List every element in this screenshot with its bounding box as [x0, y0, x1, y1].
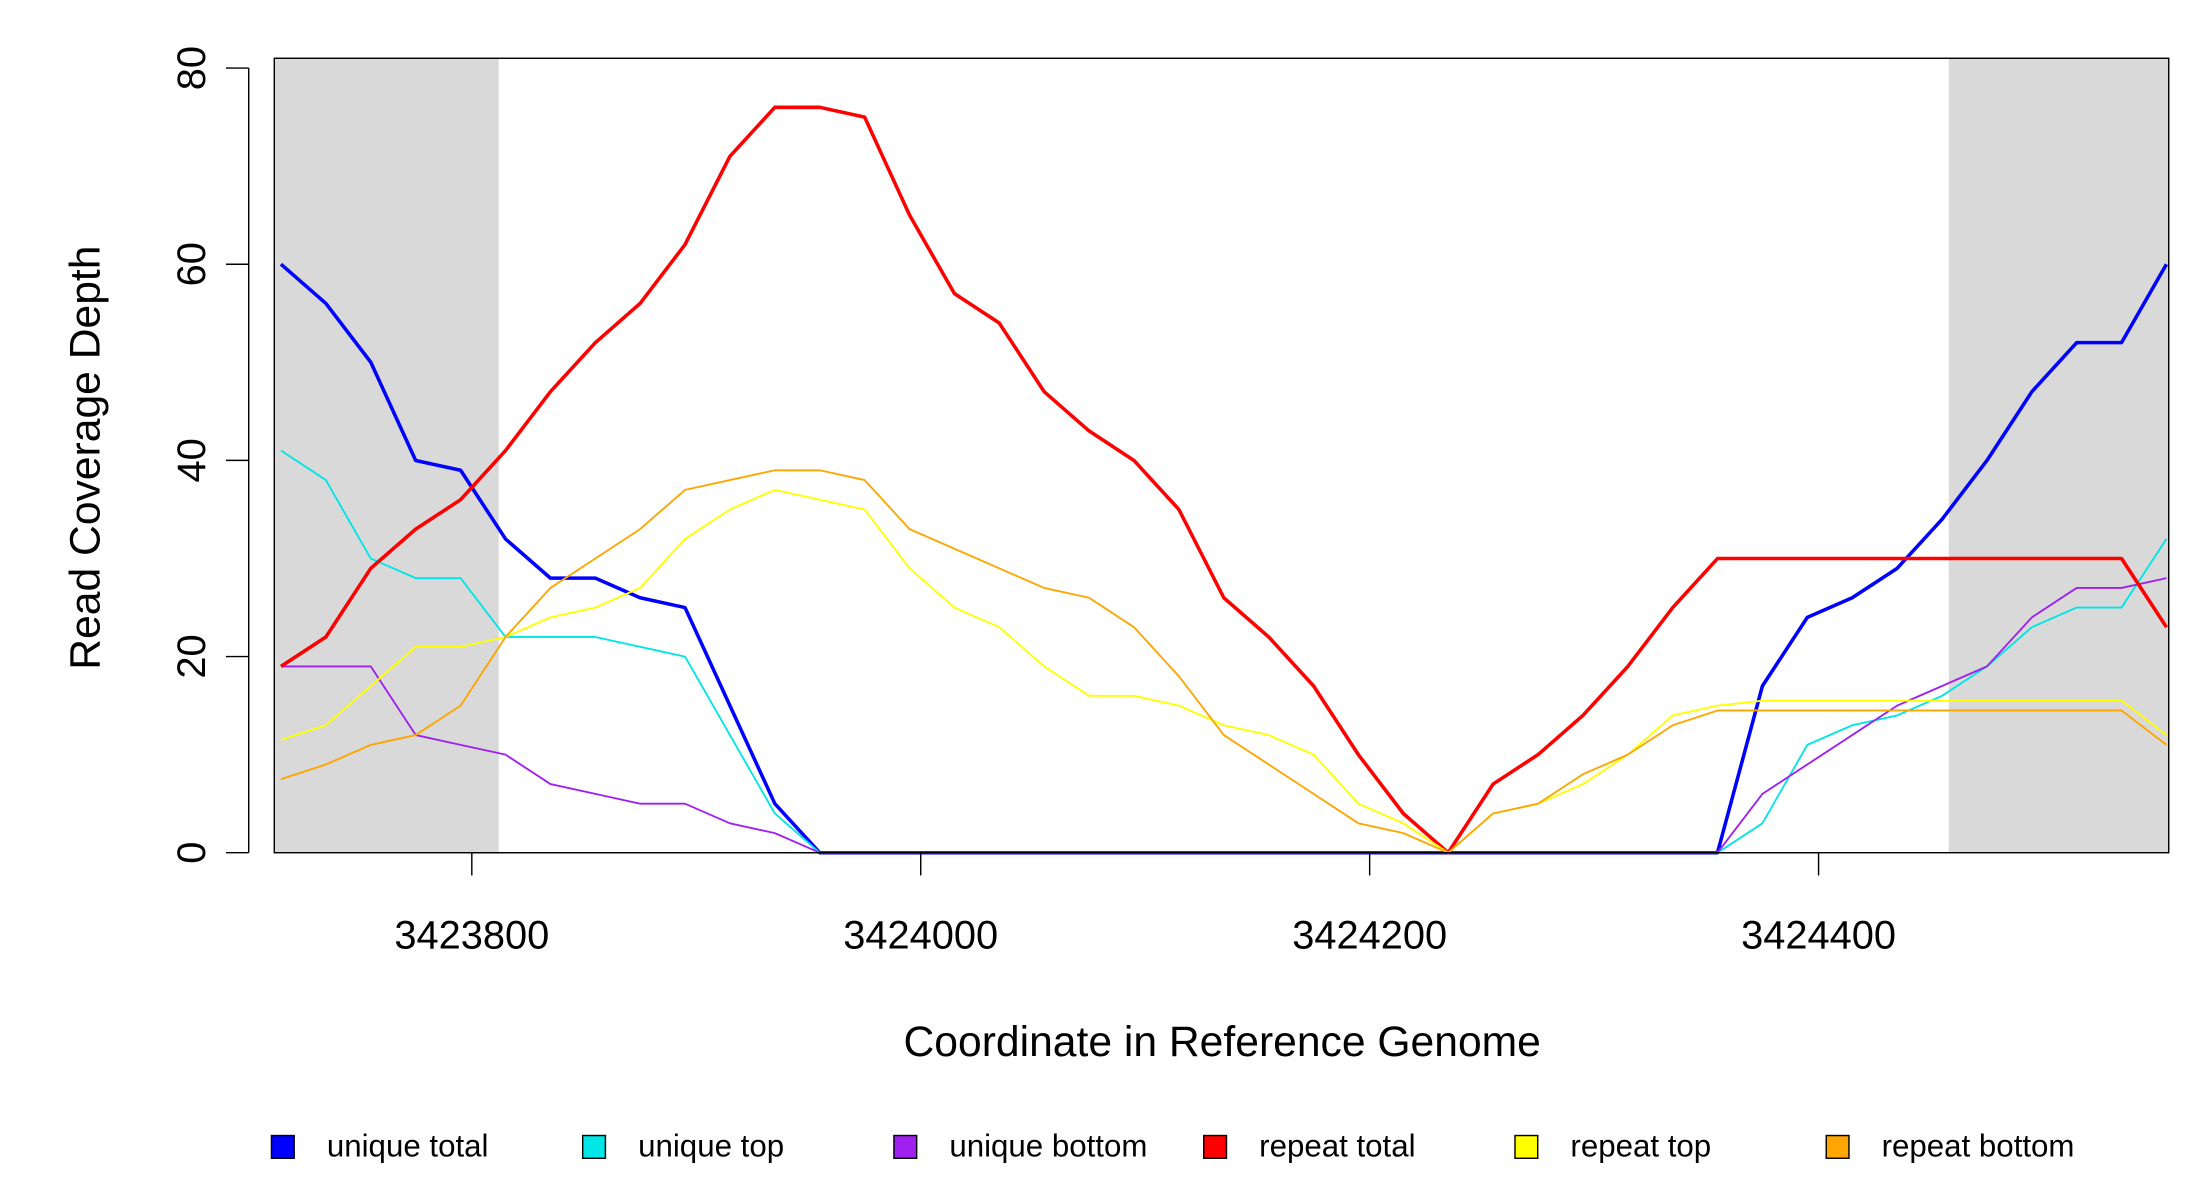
series-line: [279, 105, 2168, 855]
legend-swatch: [1825, 1134, 1850, 1159]
y-tick-label: 60: [170, 242, 214, 286]
legend-item: unique top: [581, 1129, 784, 1164]
shaded-region: [1948, 58, 2169, 853]
x-axis-label: Coordinate in Reference Genome: [904, 1018, 1541, 1066]
legend-label: repeat top: [1570, 1129, 1711, 1164]
legend-swatch: [893, 1134, 918, 1159]
legend-swatch: [1514, 1134, 1539, 1159]
shaded-region: [274, 58, 499, 853]
y-tick-label: 20: [170, 634, 214, 678]
legend-item: unique total: [270, 1129, 489, 1164]
x-tick-label: 3424000: [843, 914, 998, 958]
legend-item: unique bottom: [893, 1129, 1147, 1164]
legend-item: repeat total: [1203, 1129, 1416, 1164]
y-tick-label: 40: [170, 438, 214, 482]
x-tick-label: 3424400: [1741, 914, 1896, 958]
legend-label: unique total: [327, 1129, 489, 1164]
legend-label: unique bottom: [949, 1129, 1147, 1164]
series-line: [280, 488, 2168, 854]
y-axis-label: Read Coverage Depth: [61, 246, 109, 670]
legend-item: repeat bottom: [1825, 1129, 2075, 1164]
x-tick-label: 3423800: [394, 914, 549, 958]
y-tick-label: 0: [170, 842, 214, 864]
legend-swatch: [581, 1134, 607, 1159]
series-line: [280, 577, 2167, 854]
x-tick-label: 3424200: [1292, 914, 1447, 958]
y-tick-label: 80: [170, 46, 214, 90]
series-line: [280, 449, 2168, 854]
legend-label: repeat total: [1259, 1129, 1415, 1164]
series-line: [280, 469, 2168, 854]
legend-swatch: [270, 1134, 295, 1159]
legend-label: repeat bottom: [1882, 1129, 2075, 1164]
legend-label: unique top: [638, 1129, 784, 1164]
legend-swatch: [1203, 1134, 1228, 1159]
legend-item: repeat top: [1514, 1129, 1711, 1164]
